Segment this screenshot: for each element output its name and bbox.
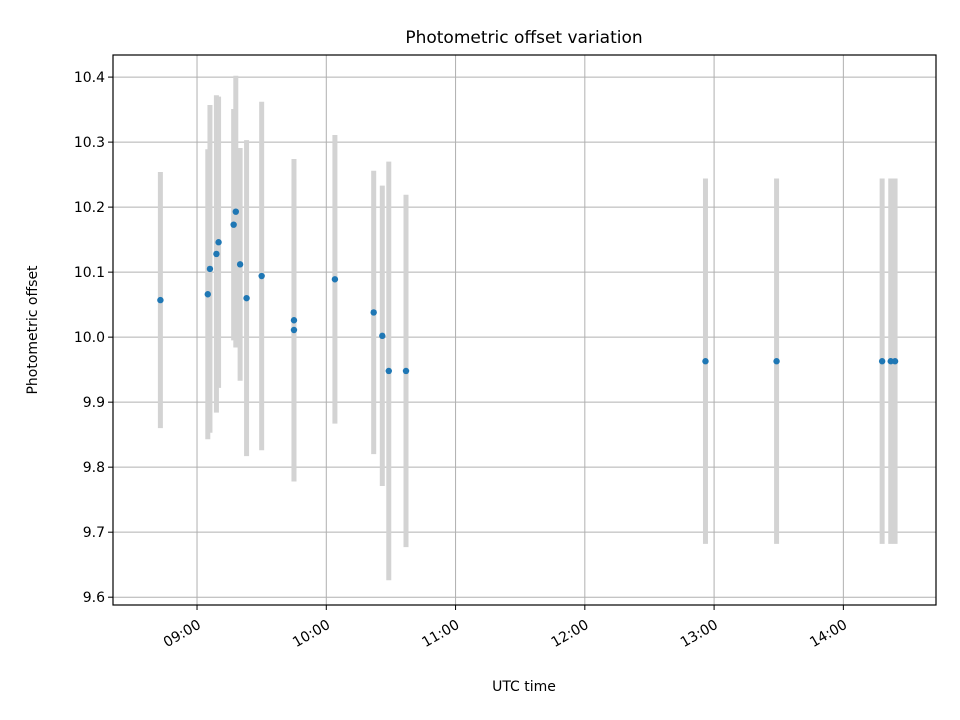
y-axis-ticks: 9.6 9.7 9.8 9.9 10.0 10.1 10.2 10.3 10.4 [74, 70, 113, 606]
grid-lines [113, 55, 936, 605]
data-point [290, 317, 298, 324]
data-point [204, 291, 211, 298]
y-tick-label: 9.9 [83, 395, 105, 411]
y-tick-label: 9.7 [83, 525, 105, 541]
data-point [402, 367, 410, 375]
data-point [702, 358, 709, 365]
y-tick-label: 10.3 [74, 135, 105, 151]
plot-frame [112, 54, 937, 606]
data-point [236, 261, 244, 268]
data-point [370, 309, 377, 316]
data-point [206, 265, 214, 273]
data-point [258, 272, 265, 280]
data-point [230, 221, 237, 228]
y-tick-label: 10.4 [74, 70, 105, 86]
y-axis-label: Photometric offset [25, 265, 41, 395]
data-point [213, 250, 220, 258]
data-point [290, 326, 298, 334]
data-point [891, 358, 899, 365]
data-point [385, 367, 392, 375]
y-tick-label: 10.1 [74, 265, 105, 281]
y-tick-label: 10.0 [74, 330, 105, 346]
data-point [157, 296, 164, 304]
y-tick-label: 9.6 [83, 590, 105, 606]
data-point [215, 239, 222, 246]
data-point [331, 276, 339, 283]
data-points [157, 208, 899, 375]
x-axis-label: UTC time [492, 679, 556, 695]
data-point [878, 358, 886, 365]
data-point [773, 358, 780, 365]
data-point [243, 294, 250, 302]
y-tick-label: 10.2 [74, 200, 105, 216]
data-point [232, 208, 240, 215]
data-point [379, 332, 386, 340]
y-tick-label: 9.8 [83, 460, 105, 476]
chart-title: Photometric offset variation [405, 28, 642, 48]
